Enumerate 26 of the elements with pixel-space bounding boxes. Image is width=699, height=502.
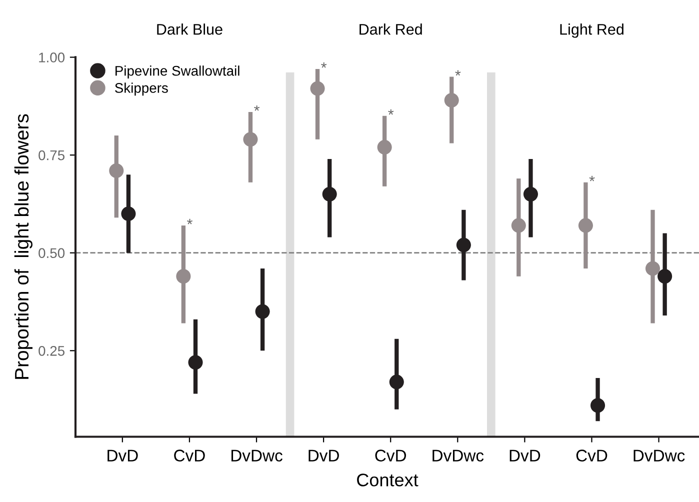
- y-tick-label: 0.75: [38, 150, 64, 160]
- text: Dark Blue: [157, 24, 222, 35]
- data-label: *: [589, 176, 595, 182]
- legend-label: Pipevine Swallowtail: [116, 66, 240, 79]
- data-label: *: [388, 109, 394, 115]
- x-tick-label: DvDwc: [634, 450, 685, 462]
- y-axis-title: Proportion of light blue flowers: [14, 114, 32, 379]
- data-label: *: [455, 70, 461, 76]
- x-tick-label: DvD: [510, 450, 540, 462]
- x-tick-label: DvD: [108, 450, 138, 462]
- x-tick-label: CvD: [576, 450, 608, 462]
- x-axis-title: Context: [357, 474, 418, 486]
- legend-label: Skippers: [115, 82, 168, 96]
- y-tick-label: 1.00: [39, 52, 65, 62]
- y-tick-label: 0.50: [38, 248, 65, 258]
- text: Dark Red: [360, 24, 422, 35]
- x-tick-label: DvDwc: [231, 450, 282, 462]
- text: Light Red: [560, 24, 624, 38]
- data-label: *: [254, 105, 260, 111]
- data-label: *: [187, 218, 192, 224]
- x-tick-label: DvDwc: [432, 450, 484, 462]
- x-tick-label: CvD: [174, 450, 205, 462]
- x-tick-label: DvD: [308, 450, 339, 462]
- data-label: *: [321, 62, 327, 68]
- y-tick-label: 0.25: [38, 346, 64, 356]
- x-tick-label: CvD: [375, 450, 406, 462]
